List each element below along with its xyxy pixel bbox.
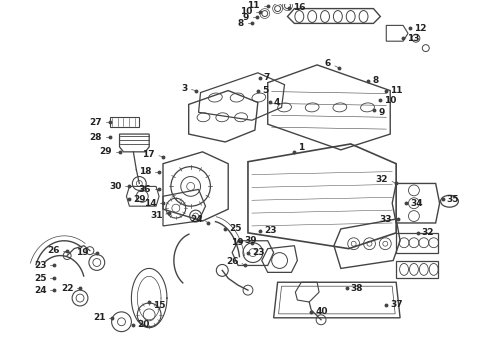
Text: 40: 40 [315, 307, 328, 316]
Text: 9: 9 [378, 108, 385, 117]
Text: 21: 21 [93, 313, 106, 322]
Text: 33: 33 [380, 215, 392, 224]
Text: 14: 14 [145, 199, 157, 208]
Text: 4: 4 [273, 98, 280, 107]
Text: 8: 8 [372, 76, 379, 85]
Text: 34: 34 [410, 199, 422, 208]
Text: 3: 3 [181, 84, 188, 93]
Text: 25: 25 [34, 274, 47, 283]
Text: 12: 12 [414, 24, 426, 33]
Text: 31: 31 [150, 211, 163, 220]
Text: 39: 39 [244, 236, 257, 245]
Text: 25: 25 [229, 224, 242, 233]
Text: 9: 9 [243, 13, 249, 22]
Text: 5: 5 [262, 86, 268, 95]
Text: 35: 35 [446, 195, 459, 204]
Text: 38: 38 [351, 284, 363, 293]
Text: 7: 7 [264, 73, 270, 82]
Text: 1: 1 [298, 143, 305, 152]
Text: 29: 29 [133, 195, 146, 204]
Text: 6: 6 [325, 59, 331, 68]
Text: 19: 19 [76, 248, 89, 257]
Text: 10: 10 [384, 96, 397, 105]
Text: 17: 17 [143, 150, 155, 159]
Text: 22: 22 [62, 284, 74, 293]
Text: 32: 32 [376, 175, 388, 184]
Text: 26: 26 [226, 257, 239, 266]
Text: 11: 11 [247, 1, 260, 10]
Text: 23: 23 [34, 261, 47, 270]
Text: 26: 26 [47, 246, 59, 255]
Text: 32: 32 [422, 228, 434, 237]
Text: 23: 23 [264, 226, 276, 235]
Text: 8: 8 [238, 19, 244, 28]
Text: 30: 30 [109, 182, 122, 191]
Text: 23: 23 [252, 248, 265, 257]
Text: 27: 27 [89, 118, 102, 127]
Text: 24: 24 [190, 215, 202, 224]
Text: 18: 18 [139, 167, 151, 176]
Text: 20: 20 [137, 320, 149, 329]
Text: 13: 13 [407, 34, 419, 43]
Text: 15: 15 [153, 301, 166, 310]
Text: 19: 19 [231, 238, 244, 247]
Text: 10: 10 [240, 7, 252, 16]
Text: 24: 24 [34, 285, 47, 294]
Text: 37: 37 [390, 301, 403, 310]
Text: 28: 28 [89, 132, 102, 141]
Text: 36: 36 [139, 185, 151, 194]
Text: 11: 11 [390, 86, 403, 95]
Text: 29: 29 [99, 147, 112, 156]
Text: 16: 16 [294, 3, 306, 12]
